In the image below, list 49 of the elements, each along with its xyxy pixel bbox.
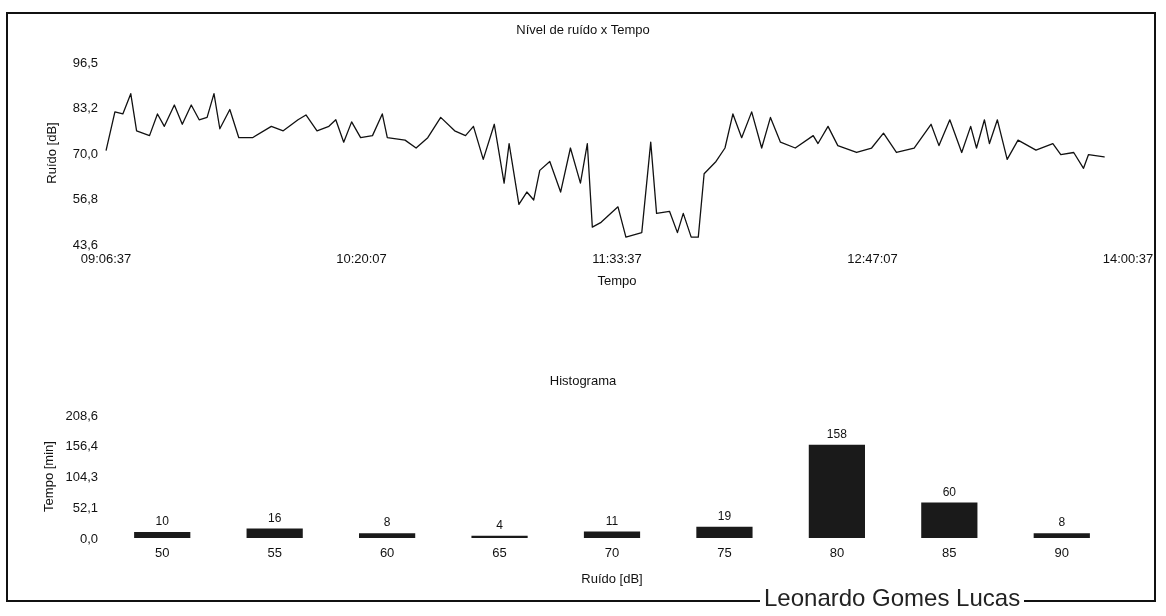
data-label: 11 bbox=[605, 513, 619, 528]
bar bbox=[134, 532, 191, 538]
x-tick-label: 09:06:37 bbox=[80, 251, 132, 266]
data-label: 8 bbox=[1058, 515, 1066, 530]
line-series bbox=[105, 93, 1105, 238]
y-tick-label: 96,5 bbox=[72, 54, 98, 70]
y-tick-label: 43,6 bbox=[72, 236, 98, 252]
y-tick-label: 208,6 bbox=[65, 407, 98, 423]
bar bbox=[1033, 533, 1090, 538]
x-tick-label: 10:20:07 bbox=[336, 251, 387, 266]
y-tick-label: 56,8 bbox=[72, 191, 98, 207]
data-label: 60 bbox=[942, 484, 957, 499]
x-tick-label: 90 bbox=[1054, 545, 1070, 560]
x-tick-label: 55 bbox=[267, 545, 282, 560]
x-tick-label: 70 bbox=[604, 545, 620, 560]
y-tick-label: 156,4 bbox=[65, 438, 98, 454]
bar bbox=[808, 444, 865, 538]
chart-title: Nível de ruído x Tempo bbox=[516, 22, 650, 37]
bar bbox=[246, 528, 303, 538]
data-label: 8 bbox=[383, 515, 391, 530]
data-label: 158 bbox=[826, 426, 848, 441]
data-label: 19 bbox=[717, 508, 732, 523]
y-tick-label: 83,2 bbox=[72, 100, 98, 116]
x-tick-label: 11:33:37 bbox=[592, 251, 642, 266]
y-tick-label: 0,0 bbox=[79, 530, 98, 546]
y-axis-title: Tempo [min] bbox=[40, 441, 56, 512]
y-tick-label: 104,3 bbox=[65, 469, 98, 484]
y-tick-label: 52,1 bbox=[72, 499, 98, 515]
bar bbox=[583, 531, 641, 538]
x-axis-title: Tempo bbox=[597, 273, 637, 288]
x-tick-label: 65 bbox=[492, 545, 507, 560]
x-tick-label: 85 bbox=[942, 545, 957, 560]
x-tick-label: 14:00:37 bbox=[1102, 251, 1154, 266]
y-axis-title: Ruído [dB] bbox=[44, 122, 59, 184]
data-label: 10 bbox=[155, 514, 170, 529]
x-axis-title: Ruído [dB] bbox=[581, 571, 643, 586]
data-label: 16 bbox=[267, 510, 282, 525]
x-tick-label: 75 bbox=[717, 545, 732, 560]
bar bbox=[696, 526, 753, 538]
text: Leonardo Gomes Lucas bbox=[760, 584, 1025, 612]
bar bbox=[921, 502, 978, 538]
bar bbox=[359, 533, 416, 538]
x-tick-label: 80 bbox=[829, 545, 845, 560]
chart-title: Histograma bbox=[549, 373, 617, 388]
y-tick-label: 70,0 bbox=[72, 145, 98, 161]
x-tick-label: 12:47:07 bbox=[847, 251, 898, 266]
data-label: 4 bbox=[496, 517, 504, 532]
x-tick-label: 50 bbox=[154, 545, 170, 560]
x-tick-label: 60 bbox=[379, 545, 395, 560]
